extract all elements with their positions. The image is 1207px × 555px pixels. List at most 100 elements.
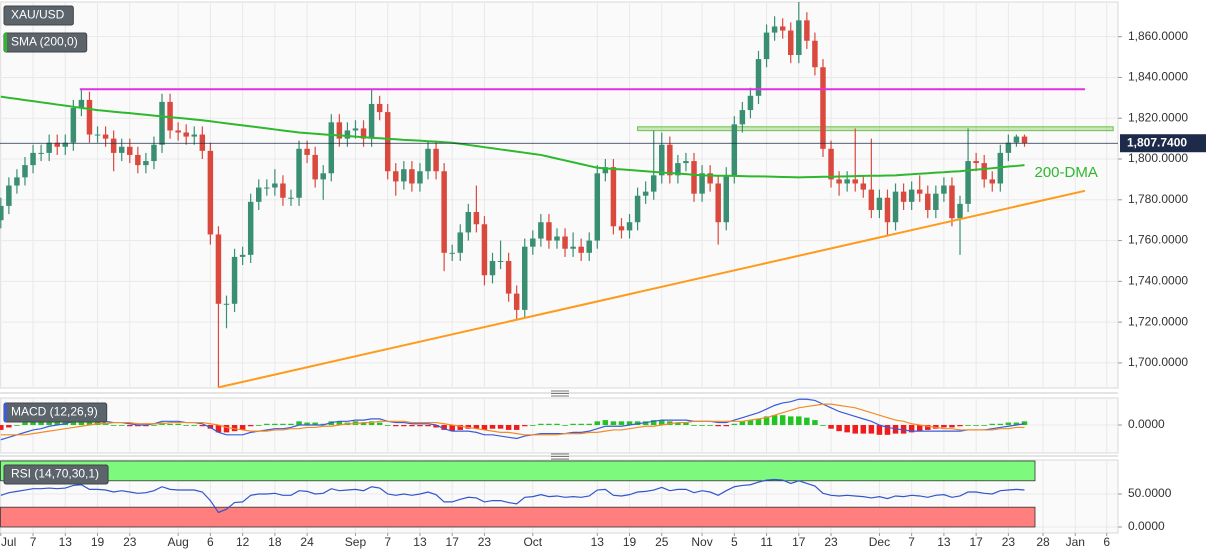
legend-box — [3, 464, 109, 485]
y-tick-label: 0.0000 — [1128, 417, 1165, 431]
candle-body — [804, 20, 810, 41]
x-tick-label: 17 — [446, 535, 460, 549]
histogram-bar — [796, 416, 802, 426]
x-tick-label: Jan — [1066, 535, 1085, 549]
x-tick-label: 7 — [908, 535, 915, 549]
pane-resize-handle[interactable] — [551, 390, 569, 397]
x-tick-label: Nov — [691, 535, 712, 549]
candle-body — [86, 99, 93, 135]
candle-body — [127, 146, 133, 155]
candle-body — [562, 236, 568, 249]
candle-body — [578, 246, 584, 253]
candle-body — [739, 110, 746, 125]
candle-body — [6, 185, 12, 206]
candle-body — [771, 26, 778, 33]
candle-body — [505, 260, 512, 294]
candle-body — [384, 112, 391, 172]
histogram-bar — [183, 425, 189, 426]
candle-body — [788, 30, 794, 56]
histogram-bar — [62, 420, 69, 426]
x-tick-label: 23 — [123, 535, 137, 549]
last-price-label: 1,807.7400 — [1127, 135, 1187, 149]
candle-body — [207, 150, 214, 235]
histogram-bar — [135, 425, 141, 427]
histogram-bar — [0, 425, 4, 430]
legend-box — [3, 5, 74, 26]
histogram-bar — [118, 425, 125, 426]
histogram-bar — [304, 422, 310, 426]
candle-body — [151, 144, 157, 162]
histogram-bar — [747, 420, 754, 426]
candle-body — [981, 163, 987, 180]
candle-body — [215, 234, 222, 304]
x-tick-label: 23 — [824, 535, 838, 549]
candle-body — [925, 193, 931, 210]
histogram-bar — [715, 425, 721, 427]
x-tick-label: 13 — [413, 535, 427, 549]
candle-body — [667, 144, 673, 176]
histogram-bar — [433, 425, 439, 428]
legend-label: XAU/USD — [11, 8, 65, 22]
histogram-bar — [215, 425, 222, 433]
histogram-bar — [312, 422, 318, 426]
candle-body — [933, 193, 939, 210]
histogram-bar — [659, 420, 665, 426]
x-tick-label: 6 — [1103, 535, 1110, 549]
candle-body — [675, 163, 681, 176]
histogram-bar — [779, 415, 786, 426]
x-tick-label: Jul — [1, 535, 16, 549]
histogram-bar — [981, 425, 987, 426]
histogram-bar — [264, 423, 270, 426]
candle-body — [94, 134, 101, 136]
x-tick-label: 13 — [591, 535, 605, 549]
histogram-bar — [812, 420, 818, 426]
candle-body — [941, 185, 947, 194]
histogram-bar — [384, 425, 391, 426]
histogram-bar — [54, 420, 60, 426]
pane-background — [0, 1, 1119, 389]
candle-body — [288, 197, 294, 199]
x-tick-label: Sep — [345, 535, 367, 549]
histogram-bar — [239, 425, 246, 430]
y-tick-label: 1,760.0000 — [1128, 233, 1188, 247]
histogram-bar — [441, 425, 447, 430]
candle-body — [755, 59, 762, 96]
histogram-bar — [860, 425, 867, 434]
histogram-bar — [151, 425, 157, 426]
histogram-bar — [892, 425, 899, 434]
histogram-bar — [522, 425, 528, 427]
candle-body — [844, 179, 850, 184]
histogram-bar — [280, 423, 286, 426]
histogram-bar — [828, 425, 834, 429]
candle-body — [1005, 142, 1012, 153]
histogram-bar — [626, 421, 633, 426]
histogram-bar — [481, 425, 488, 430]
candle-body — [368, 103, 375, 139]
histogram-bar — [368, 421, 375, 426]
histogram-bar — [650, 420, 657, 426]
candle-body — [344, 130, 351, 139]
pane-resize-handle[interactable] — [551, 453, 569, 460]
candle-body — [691, 161, 697, 194]
histogram-bar — [223, 425, 230, 433]
histogram-bar — [852, 425, 858, 434]
histogram-bar — [675, 422, 681, 426]
candle-body — [916, 189, 923, 194]
x-tick-label: 25 — [655, 535, 669, 549]
x-tick-label: Dec — [869, 535, 890, 549]
x-tick-label: 11 — [760, 535, 773, 549]
histogram-bar — [949, 425, 955, 428]
legend-label: RSI (14,70,30,1) — [11, 467, 99, 481]
histogram-bar — [288, 423, 294, 426]
candle-body — [425, 148, 431, 172]
candle-body — [393, 171, 399, 182]
histogram-bar — [957, 425, 963, 427]
x-tick-label: 7 — [30, 535, 37, 549]
candle-body — [763, 32, 770, 60]
candle-body — [586, 240, 592, 253]
candle-body — [610, 167, 617, 227]
histogram-bar — [755, 418, 762, 426]
y-tick-label: 1,800.0000 — [1128, 151, 1188, 165]
x-tick-label: 7 — [384, 535, 391, 549]
histogram-bar — [449, 425, 455, 432]
